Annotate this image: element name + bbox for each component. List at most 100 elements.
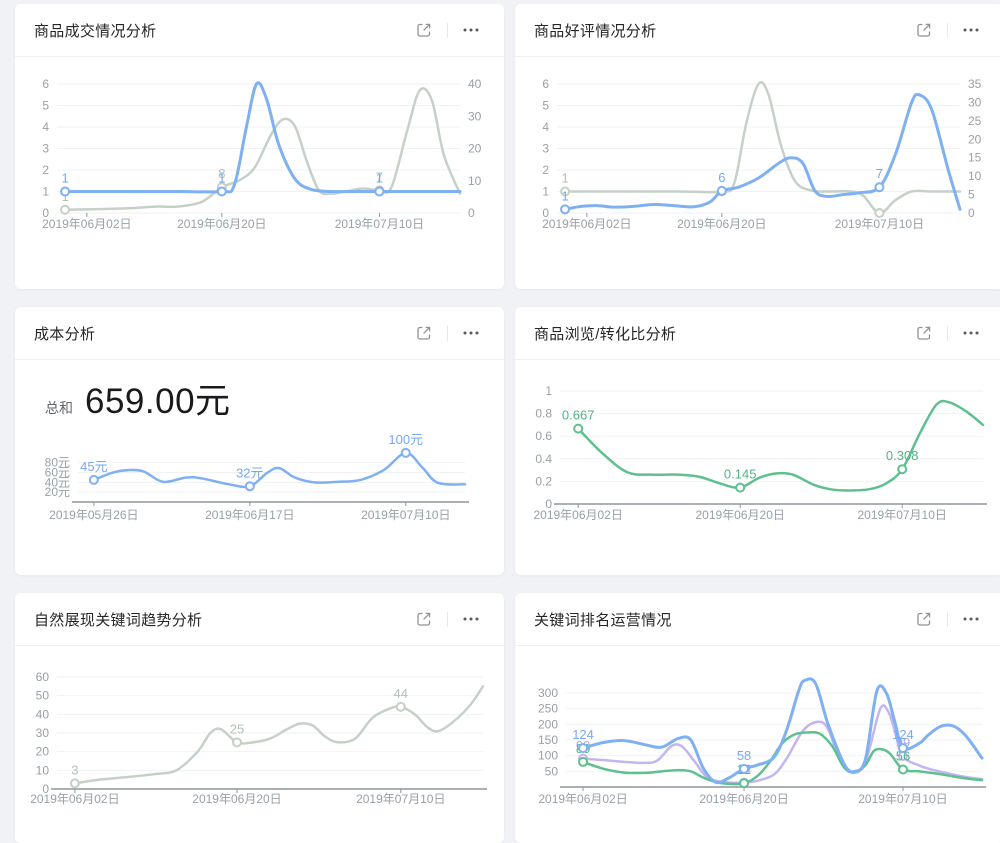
series-line-blue-cost [92, 451, 467, 489]
y-tick-label: 50 [36, 689, 50, 703]
data-point-marker [739, 763, 750, 774]
more-options-button[interactable] [460, 322, 482, 344]
open-in-new-icon [417, 326, 431, 340]
series-line-blue-left [63, 81, 462, 194]
y-tick-label: 20 [36, 745, 50, 759]
sum-stat-label: 总和 [45, 400, 73, 416]
export-chart-button[interactable] [913, 19, 935, 41]
data-point-label: 80 [576, 741, 590, 756]
x-tick-label: 2019年06月20日 [677, 217, 766, 231]
series-line-green-ratio [576, 399, 985, 492]
y-tick-label-right: 40 [468, 77, 482, 91]
y-tick-label: 50 [545, 764, 559, 778]
y-tick-label-right: 10 [968, 169, 982, 183]
card-keyword-ranking: 300 250 200 150 100 50 2019年06月02日 2019年06月20日 2… [515, 593, 1000, 843]
card-header: 商品成交情况分析 [15, 4, 504, 57]
data-point-marker [88, 474, 99, 485]
card-header: 自然展现关键词趋势分析 [15, 593, 504, 646]
y-tick-label-right: 10 [468, 174, 482, 188]
data-point-marker [374, 186, 385, 197]
series-line-green-rank [581, 730, 984, 786]
export-chart-button[interactable] [413, 322, 435, 344]
y-tick-label: 2 [42, 163, 49, 177]
data-point-label: 100元 [388, 432, 423, 447]
y-tick-label: 4 [42, 120, 49, 134]
data-point-marker [735, 482, 746, 493]
data-point-label: 0.308 [886, 448, 919, 463]
more-options-button[interactable] [960, 322, 982, 344]
y-tick-label: 3 [42, 142, 49, 156]
export-chart-button[interactable] [913, 322, 935, 344]
header-divider [447, 22, 448, 38]
data-point-marker [231, 737, 242, 748]
card-actions [913, 322, 982, 344]
data-point-label: 44 [394, 686, 408, 701]
data-point-marker [395, 701, 406, 712]
y-tick-label: 40元 [45, 475, 70, 489]
data-point-marker [716, 185, 727, 196]
data-point-marker [578, 743, 589, 754]
y-tick-label: 0.2 [535, 474, 552, 488]
data-point-marker [60, 204, 71, 215]
data-point-label: 32元 [236, 465, 263, 480]
sum-stat: 总和 659.00元 [45, 373, 231, 424]
y-tick-label-right: 35 [968, 77, 982, 91]
y-tick-label-right: 0 [468, 206, 475, 220]
y-tick-label: 0 [42, 782, 49, 796]
y-tick-label: 5 [542, 99, 549, 113]
x-tick-label: 2019年06月02日 [538, 792, 627, 806]
y-tick-label-right: 15 [968, 151, 982, 165]
y-tick-label: 30 [36, 726, 50, 740]
y-tick-label-right: 30 [968, 95, 982, 109]
x-tick-label: 2019年06月02日 [30, 792, 119, 806]
card-header: 商品浏览/转化比分析 [515, 307, 1000, 360]
header-divider [947, 325, 948, 341]
data-point-marker [400, 447, 411, 458]
sum-stat-value: 659.00元 [85, 382, 231, 421]
data-point-label: 58 [737, 748, 751, 763]
card-header: 商品好评情况分析 [515, 4, 1000, 57]
chart-title: 商品成交情况分析 [34, 22, 157, 40]
y-tick-label: 60 [36, 670, 50, 684]
x-tick-label: 2019年07月10日 [361, 508, 450, 522]
x-tick-label: 2019年05月26日 [49, 508, 138, 522]
header-divider [447, 325, 448, 341]
data-point-marker [874, 208, 885, 218]
chart-title: 商品好评情况分析 [534, 22, 657, 40]
data-point-label: 1 [561, 171, 568, 186]
y-tick-label: 200 [538, 717, 558, 731]
data-point-label: 3 [71, 762, 78, 777]
data-point-label: 12 [737, 762, 751, 777]
y-tick-label: 300 [538, 686, 558, 700]
y-tick-label: 6 [42, 77, 49, 91]
data-point-label: 0.667 [562, 408, 595, 423]
series-line-grey-right [63, 87, 462, 212]
data-point-label: 7 [876, 166, 883, 181]
card-product-transaction: 6 5 4 3 2 1 0 40 30 20 10 0 2019年06月02日 2019年06月20日 20… [15, 4, 504, 289]
data-point-label: 1 [376, 171, 383, 186]
x-tick-label: 2019年07月10日 [356, 792, 445, 806]
y-tick-label: 6 [542, 77, 549, 91]
data-point-label: 8 [218, 166, 225, 181]
y-tick-label: 0.8 [535, 407, 552, 421]
y-tick-label-right: 30 [468, 109, 482, 123]
data-point-marker [897, 750, 908, 761]
data-point-label: 14 [737, 762, 751, 777]
chart-title: 成本分析 [34, 325, 96, 343]
x-tick-label: 2019年06月02日 [42, 217, 131, 231]
more-options-button[interactable] [960, 608, 982, 630]
card-cost-analysis: 80元 60元 40元 20元 2019年05月26日 2019年06月17日 2019年0… [15, 307, 504, 575]
export-chart-button[interactable] [913, 608, 935, 630]
x-tick-label: 2019年06月20日 [695, 508, 784, 522]
export-chart-button[interactable] [413, 608, 435, 630]
more-options-button[interactable] [460, 19, 482, 41]
y-tick-label: 100 [538, 749, 558, 763]
more-options-button[interactable] [460, 608, 482, 630]
open-in-new-icon [917, 326, 931, 340]
y-tick-label-right: 20 [468, 142, 482, 156]
ellipsis-icon [963, 331, 979, 335]
export-chart-button[interactable] [413, 19, 435, 41]
more-options-button[interactable] [960, 19, 982, 41]
data-point-marker [216, 186, 227, 197]
header-divider [447, 611, 448, 627]
